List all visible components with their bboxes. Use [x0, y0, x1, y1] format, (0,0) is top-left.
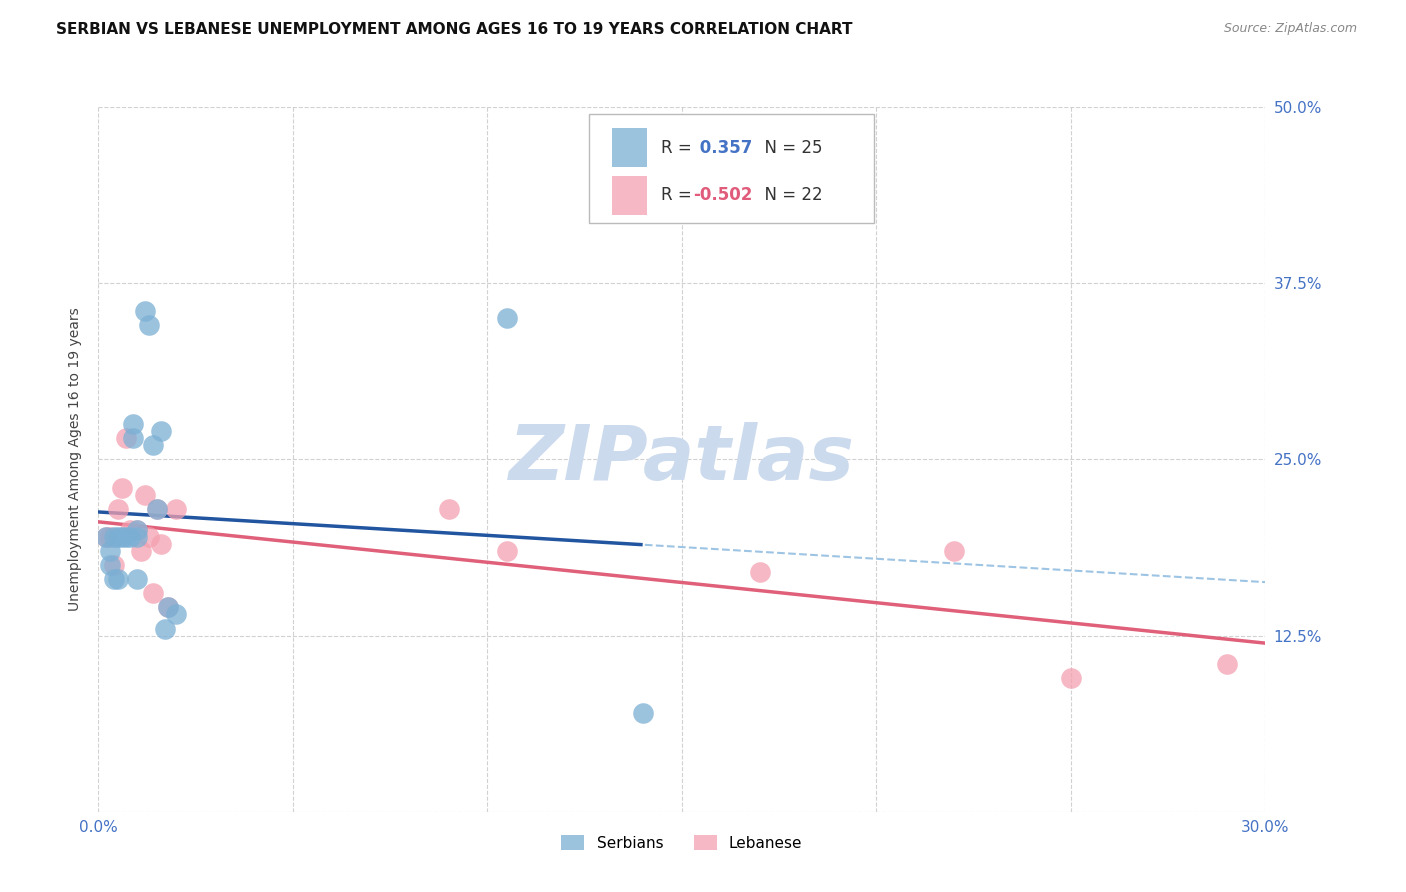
Text: ZIPatlas: ZIPatlas [509, 423, 855, 496]
Point [1215, 657, 1237, 671]
Point [134, 487, 156, 501]
Point [98, 530, 121, 544]
Point [107, 501, 129, 516]
Point [122, 417, 145, 431]
Point [129, 544, 152, 558]
Text: -0.502: -0.502 [693, 186, 754, 204]
Point [157, 600, 180, 615]
Point [146, 501, 169, 516]
Point [98, 544, 121, 558]
Point [138, 530, 160, 544]
Point [103, 530, 125, 544]
Point [111, 481, 134, 495]
Text: 0.357: 0.357 [693, 139, 752, 157]
Point [114, 431, 136, 445]
Point [165, 607, 187, 622]
Text: R =: R = [661, 139, 697, 157]
Point [146, 501, 169, 516]
Point [127, 523, 149, 537]
Point [1060, 671, 1083, 685]
Point [149, 537, 172, 551]
Point [631, 706, 654, 720]
Point [118, 530, 141, 544]
Point [138, 318, 160, 333]
Point [142, 438, 165, 452]
Point [111, 530, 134, 544]
Point [118, 523, 141, 537]
Legend: Serbians, Lebanese: Serbians, Lebanese [555, 829, 808, 857]
Point [142, 586, 165, 600]
Point [165, 501, 187, 516]
Point [127, 530, 149, 544]
Text: Source: ZipAtlas.com: Source: ZipAtlas.com [1223, 22, 1357, 36]
Point [114, 530, 136, 544]
Text: N = 25: N = 25 [754, 139, 823, 157]
Point [496, 311, 519, 326]
Text: R =: R = [661, 186, 697, 204]
Y-axis label: Unemployment Among Ages 16 to 19 years: Unemployment Among Ages 16 to 19 years [67, 308, 82, 611]
Point [149, 424, 172, 438]
Point [122, 431, 145, 445]
Point [107, 530, 129, 544]
Point [96, 530, 118, 544]
Point [748, 565, 770, 579]
Point [943, 544, 966, 558]
FancyBboxPatch shape [612, 176, 647, 215]
FancyBboxPatch shape [612, 128, 647, 167]
FancyBboxPatch shape [589, 114, 875, 223]
Point [496, 544, 519, 558]
Point [103, 572, 125, 586]
Point [153, 622, 176, 636]
Text: SERBIAN VS LEBANESE UNEMPLOYMENT AMONG AGES 16 TO 19 YEARS CORRELATION CHART: SERBIAN VS LEBANESE UNEMPLOYMENT AMONG A… [56, 22, 853, 37]
Point [127, 523, 149, 537]
Point [96, 530, 118, 544]
Point [107, 572, 129, 586]
Point [98, 558, 121, 573]
Point [157, 600, 180, 615]
Point [134, 304, 156, 318]
Point [103, 558, 125, 573]
Point [437, 501, 460, 516]
Point [127, 572, 149, 586]
Text: N = 22: N = 22 [754, 186, 823, 204]
